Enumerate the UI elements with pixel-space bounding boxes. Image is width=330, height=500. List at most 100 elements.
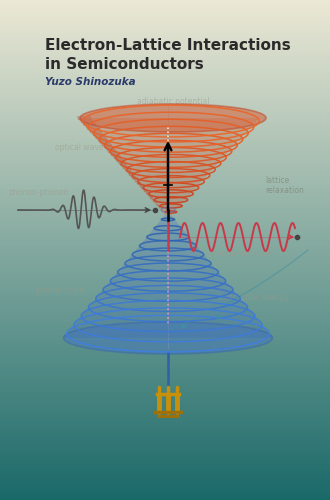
Bar [0, 151, 330, 154]
Polygon shape [107, 150, 116, 151]
Bar [0, 184, 330, 186]
Polygon shape [138, 184, 143, 186]
Bar [0, 130, 330, 132]
Bar [0, 214, 330, 216]
Bar [0, 21, 330, 24]
Polygon shape [144, 190, 148, 192]
Polygon shape [126, 170, 132, 172]
Bar [0, 316, 330, 318]
Bar [0, 491, 330, 494]
Bar [0, 128, 330, 130]
Bar [0, 241, 330, 244]
Bar [0, 384, 330, 386]
Bar [0, 453, 330, 455]
Bar [0, 460, 330, 462]
Bar [0, 93, 330, 95]
Bar [0, 160, 330, 162]
Bar [0, 274, 330, 276]
Bar [0, 340, 330, 342]
Bar [0, 301, 330, 304]
Bar [0, 101, 330, 103]
Polygon shape [128, 172, 134, 174]
Bar [0, 418, 330, 420]
Bar [0, 366, 330, 368]
Bar [0, 446, 330, 448]
Polygon shape [132, 177, 138, 179]
Bar [0, 433, 330, 435]
Bar [0, 126, 330, 128]
Bar [0, 154, 330, 156]
Bar [0, 468, 330, 470]
Bar [0, 400, 330, 402]
Polygon shape [83, 123, 96, 124]
Bar [0, 368, 330, 370]
Bar [0, 20, 330, 22]
Bar [0, 348, 330, 350]
Bar [0, 478, 330, 480]
Bar [0, 170, 330, 172]
Bar [0, 250, 330, 252]
Bar [0, 290, 330, 292]
Bar [0, 266, 330, 268]
Bar [0, 494, 330, 496]
Bar [0, 338, 330, 340]
Bar [0, 118, 330, 120]
Bar [0, 404, 330, 406]
Bar [0, 84, 330, 86]
Bar [0, 100, 330, 102]
Bar [0, 440, 330, 442]
Bar [0, 320, 330, 322]
Bar [0, 493, 330, 495]
Bar [0, 94, 330, 96]
Bar [0, 120, 330, 122]
Polygon shape [137, 182, 141, 184]
Bar [0, 351, 330, 354]
Bar [0, 110, 330, 112]
Bar [0, 31, 330, 34]
Bar [0, 396, 330, 398]
Bar [0, 356, 330, 358]
Bar [0, 360, 330, 362]
Bar [0, 200, 330, 202]
Bar [0, 76, 330, 78]
Bar [0, 191, 330, 194]
Bar [0, 253, 330, 255]
Text: phonon-phonon: phonon-phonon [8, 188, 68, 197]
Bar [0, 256, 330, 258]
Bar [0, 226, 330, 228]
Bar [0, 381, 330, 384]
Bar [0, 343, 330, 345]
Bar [0, 60, 330, 62]
Bar [0, 168, 330, 170]
Bar [0, 171, 330, 173]
Polygon shape [125, 169, 131, 170]
Bar [0, 40, 330, 42]
Bar [0, 248, 330, 250]
Bar [0, 473, 330, 475]
Bar [0, 363, 330, 365]
Bar [0, 23, 330, 25]
Bar [0, 451, 330, 454]
Bar [0, 106, 330, 108]
Bar [0, 466, 330, 468]
Polygon shape [123, 168, 130, 169]
Bar [0, 80, 330, 82]
Bar [0, 401, 330, 404]
Bar [0, 8, 330, 10]
Bar [0, 111, 330, 114]
Bar [0, 28, 330, 30]
Bar [0, 434, 330, 436]
Bar [0, 238, 330, 240]
Polygon shape [77, 116, 91, 118]
Polygon shape [162, 210, 163, 212]
Polygon shape [93, 134, 105, 136]
Bar [0, 58, 330, 60]
Bar [0, 183, 330, 185]
Bar [0, 261, 330, 264]
Text: relaxation: relaxation [265, 186, 304, 195]
Bar [0, 218, 330, 220]
Polygon shape [101, 142, 111, 144]
Bar [0, 354, 330, 356]
Bar [0, 230, 330, 232]
Bar [0, 330, 330, 332]
